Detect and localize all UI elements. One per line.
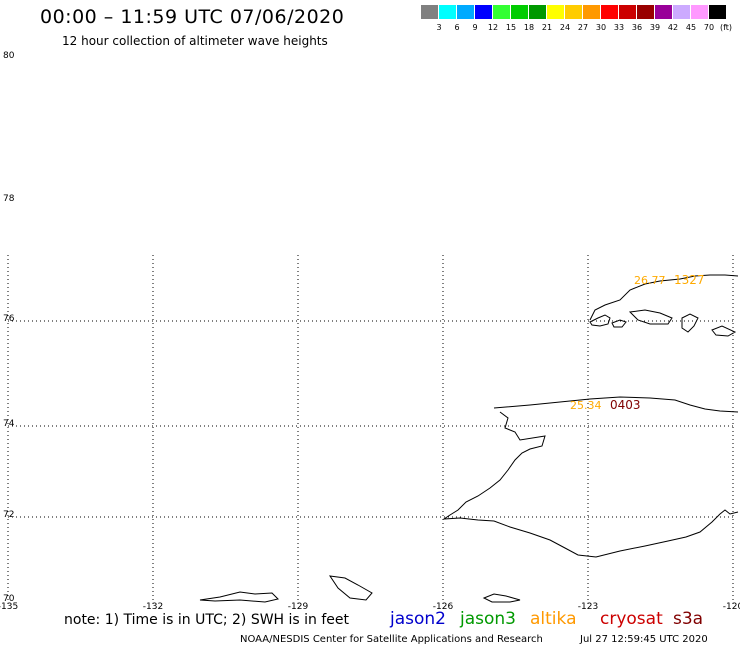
legend-label: 33 [613, 23, 625, 32]
legend-swatch [691, 5, 708, 19]
wave-height-value: 26.77 [634, 274, 666, 287]
lon-tick-label: -129 [288, 602, 309, 612]
map-title: 00:00 – 11:59 UTC 07/06/2020 [40, 6, 345, 28]
legend-label: 12 [487, 23, 499, 32]
legend-label: 21 [541, 23, 553, 32]
wave-height-value: 25.34 [570, 399, 602, 412]
legend-label: 70 [703, 23, 715, 32]
lon-tick-label: -132 [143, 602, 163, 612]
satellite-s3a: s3a [673, 609, 704, 629]
legend-swatch [421, 5, 438, 19]
legend-swatch [529, 5, 546, 19]
axis-ticks: 80 78 76 74 72 70-135 -132 -129 -126 -123 -120 [0, 51, 740, 612]
legend-swatch [655, 5, 672, 19]
timestamp: Jul 27 12:59:45 UTC 2020 [580, 634, 708, 645]
legend-label: 9 [472, 23, 478, 32]
legend-label: 42 [667, 23, 679, 32]
lon-tick-label: -135 [0, 602, 18, 612]
satellite-jason2: jason2 [390, 609, 446, 629]
lat-tick-label: 78 [3, 194, 15, 204]
legend-swatch [637, 5, 654, 19]
legend-swatch [583, 5, 600, 19]
graticule [7, 255, 734, 605]
legend-label: 36 [631, 23, 643, 32]
footer-note: note: 1) Time is in UTC; 2) SWH is in fe… [64, 612, 350, 628]
legend-label: 3 [436, 23, 442, 32]
legend-swatch [709, 5, 726, 19]
legend-swatch [565, 5, 582, 19]
observation-time: 0403 [610, 398, 641, 412]
legend-swatch [601, 5, 618, 19]
coastline-bottom-islands [199, 575, 521, 603]
coastline-mainland [442, 411, 739, 558]
credit-text: NOAA/NESDIS Center for Satellite Applica… [240, 634, 543, 645]
satellite-cryosat: cryosat [600, 609, 663, 629]
lon-tick-label: -126 [433, 602, 454, 612]
coastline-north-shelf [493, 396, 739, 413]
satellite-jason3: jason3 [460, 609, 516, 629]
lat-tick-label: 72 [3, 510, 14, 520]
coastline-island-cluster [589, 309, 737, 337]
map-subtitle: 12 hour collection of altimeter wave hei… [62, 34, 328, 48]
legend-swatch [493, 5, 510, 19]
legend-swatch [619, 5, 636, 19]
observation-time: 1327 [674, 273, 705, 287]
legend-swatch [457, 5, 474, 19]
lat-tick-label: 76 [3, 314, 15, 324]
coastline [199, 274, 739, 603]
legend-label: 27 [577, 23, 589, 32]
legend-swatch [547, 5, 564, 19]
lat-tick-label: 80 [3, 51, 15, 61]
coastline-banks-island [589, 274, 739, 321]
legend-swatch [439, 5, 456, 19]
legend-unit: (ft) [719, 23, 733, 32]
legend-swatch [673, 5, 690, 19]
legend-label: 6 [454, 23, 460, 32]
legend-label: 18 [523, 23, 535, 32]
legend-label: 30 [595, 23, 607, 32]
legend-label: 24 [559, 23, 571, 32]
lat-tick-label: 74 [3, 419, 15, 429]
lon-tick-label: -120 [723, 602, 740, 612]
satellite-altika: altika [530, 609, 577, 629]
lon-tick-label: -123 [578, 602, 598, 612]
legend-swatch [511, 5, 528, 19]
legend-label: 15 [505, 23, 517, 32]
legend-swatch [475, 5, 492, 19]
legend-label: 39 [649, 23, 661, 32]
legend-label: 45 [685, 23, 697, 32]
lat-tick-label: 70 [3, 594, 15, 604]
